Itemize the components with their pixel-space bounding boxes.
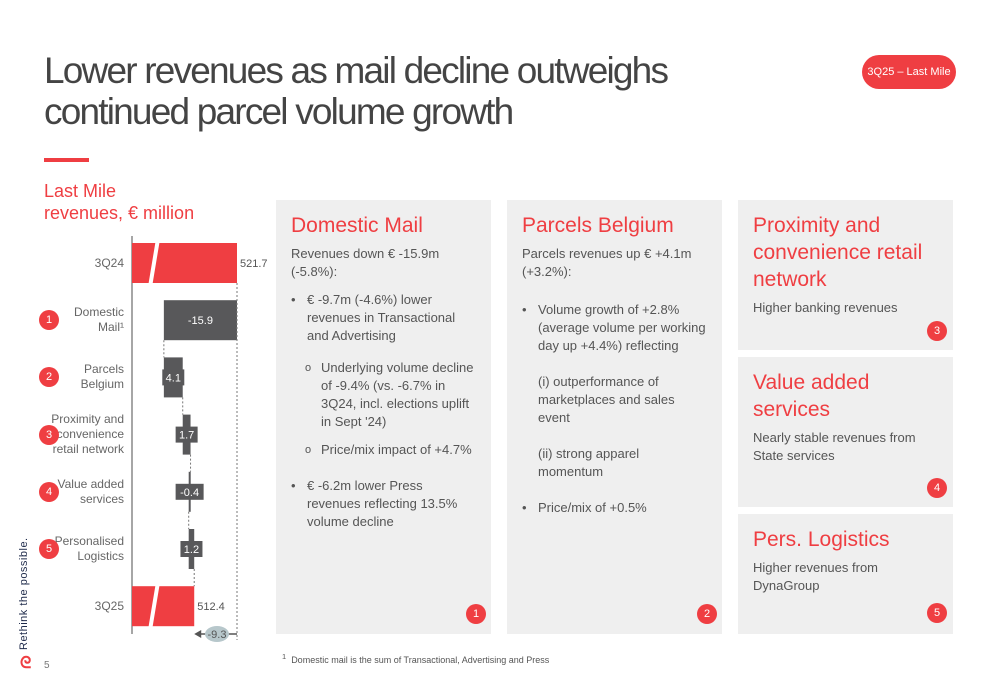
bar-label-bg (175, 426, 198, 443)
bar-1 (163, 300, 237, 341)
bullet: € -6.2m lower Press revenues reflecting … (291, 477, 476, 531)
panel-parcels-belgium: Parcels Belgium Parcels revenues up € +4… (507, 200, 722, 634)
bar-0 (132, 243, 237, 283)
section-badge: 3Q25 – Last Mile (862, 55, 956, 89)
panel-title: Proximity and convenience retail network (753, 214, 923, 291)
panel-text: Higher banking revenues (753, 300, 898, 315)
bullet: Volume growth of +2.8% (average volume p… (522, 301, 707, 355)
marker-3: 3 (39, 424, 59, 445)
marker-5: 5 (39, 539, 59, 559)
sub-bullet: Underlying volume decline of -9.4% (vs. … (305, 359, 476, 431)
category-label: Proximity and convenience retail network (51, 412, 124, 457)
page-title: Lower revenues as mail decline outweighs… (44, 50, 669, 132)
bar-6 (132, 586, 195, 627)
category-label: 3Q24 (94, 255, 124, 270)
title-underline (44, 158, 89, 162)
bar-value-label: -0.4 (180, 487, 199, 499)
panel-pers-logistics: Pers. Logistics Higher revenues from Dyn… (738, 514, 953, 634)
bar-label-bg (162, 369, 185, 386)
panel-proximity: Proximity and convenience retail network… (738, 200, 953, 350)
panel-intro: Revenues down € -15.9m (-5.8%): (291, 246, 440, 279)
axis-break (148, 238, 160, 288)
marker-1: 1 (466, 604, 486, 624)
marker-2: 2 (39, 367, 59, 388)
marker-5: 5 (927, 603, 947, 623)
logo-icon: ᘓ (20, 655, 32, 672)
panel-title: Domestic Mail (291, 214, 423, 237)
marker-1: 1 (39, 310, 59, 331)
bar-label-bg (175, 483, 204, 500)
chart-title-line1: Last Mile (44, 181, 117, 201)
category-label: 3Q25 (94, 598, 124, 613)
page-number: 5 (44, 660, 50, 671)
marker-4: 4 (39, 481, 59, 502)
bar-value-label: -15.9 (188, 315, 213, 327)
bullet-paragraph: (ii) strong apparel momentum (538, 446, 640, 479)
tagline: Rethink the possible. (18, 537, 30, 650)
panel-value-added-services: Value added services Nearly stable reven… (738, 357, 953, 507)
bar-value-label: 512.4 (197, 601, 225, 613)
arrow-head-icon (194, 630, 202, 638)
panel-title: Pers. Logistics (753, 528, 890, 551)
panel-intro: Parcels revenues up € +4.1m (+3.2%): (522, 246, 692, 279)
marker-3: 3 (927, 321, 947, 341)
waterfall-svg: 521.7 -15.9 4.1 1.7 -0.4 1.2 512.4 -9.3 (131, 236, 268, 642)
bar-value-label: 1.7 (179, 430, 194, 442)
panel-text: Nearly stable revenues from State servic… (753, 430, 916, 463)
bar-value-label: 521.7 (240, 258, 268, 270)
footnote-mark: 1 (282, 652, 287, 661)
bar-value-label: 1.2 (184, 544, 199, 556)
category-label: Personalised Logistics (54, 534, 124, 563)
category-label: Domestic Mail¹ (73, 305, 124, 335)
chart-title: Last Mile revenues, € million (44, 180, 194, 224)
panel-text: Higher revenues from DynaGroup (753, 560, 878, 593)
sub-bullet: Price/mix impact of +4.7% (305, 441, 476, 459)
category-label: Value added services (57, 476, 124, 506)
change-badge (205, 626, 229, 642)
panel-domestic-mail: Domestic Mail Revenues down € -15.9m (-5… (276, 200, 491, 634)
marker-4: 4 (927, 478, 947, 498)
footnote-text: Domestic mail is the sum of Transactiona… (291, 655, 550, 665)
bar-value-label: 4.1 (166, 372, 181, 384)
bullet-paragraph: (i) outperformance of marketplaces and s… (538, 374, 675, 425)
bullet: € -9.7m (-4.6%) lower revenues in Transa… (291, 291, 476, 345)
change-value: -9.3 (208, 629, 227, 641)
chart-title-line2: revenues, € million (44, 203, 195, 223)
panel-title: Value added services (753, 371, 870, 421)
marker-2: 2 (697, 604, 717, 624)
category-label: Parcels Belgium (80, 362, 124, 392)
bar-label-bg (180, 541, 203, 557)
axis-break (148, 581, 160, 631)
panel-title: Parcels Belgium (522, 214, 674, 237)
footnote: 1 Domestic mail is the sum of Transactio… (282, 652, 549, 665)
bullet: Price/mix of +0.5% (522, 499, 707, 517)
